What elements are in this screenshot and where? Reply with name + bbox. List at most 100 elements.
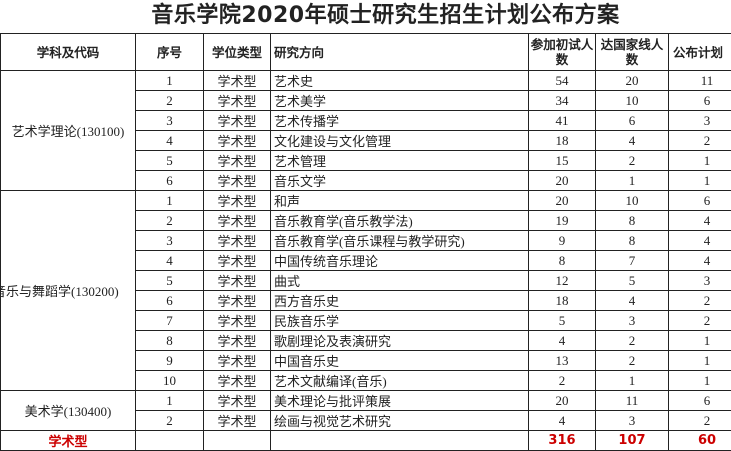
type-cell: 学术型 bbox=[204, 71, 271, 91]
plan-cell: 2 bbox=[669, 411, 731, 431]
no-cell: 1 bbox=[136, 71, 204, 91]
passed-cell: 1 bbox=[596, 171, 669, 191]
applicants-cell: 15 bbox=[529, 151, 596, 171]
passed-cell: 8 bbox=[596, 211, 669, 231]
applicants-cell: 2 bbox=[529, 371, 596, 391]
direction-cell: 音乐文学 bbox=[271, 171, 529, 191]
passed-cell: 4 bbox=[596, 131, 669, 151]
type-cell: 学术型 bbox=[204, 351, 271, 371]
passed-cell: 2 bbox=[596, 351, 669, 371]
no-cell: 6 bbox=[136, 291, 204, 311]
plan-cell: 4 bbox=[669, 231, 731, 251]
no-cell: 9 bbox=[136, 351, 204, 371]
type-cell: 学术型 bbox=[204, 331, 271, 351]
empty-cell bbox=[204, 431, 271, 451]
direction-cell: 曲式 bbox=[271, 271, 529, 291]
type-cell: 学术型 bbox=[204, 91, 271, 111]
direction-cell: 中国音乐史 bbox=[271, 351, 529, 371]
passed-cell: 1 bbox=[596, 371, 669, 391]
plan-cell: 3 bbox=[669, 271, 731, 291]
applicants-cell: 12 bbox=[529, 271, 596, 291]
empty-cell bbox=[136, 431, 204, 451]
header-subject: 学科及代码 bbox=[1, 34, 136, 71]
applicants-cell: 13 bbox=[529, 351, 596, 371]
type-cell: 学术型 bbox=[204, 231, 271, 251]
subject-cell: 美术学(130400) bbox=[1, 391, 136, 431]
direction-cell: 歌剧理论及表演研究 bbox=[271, 331, 529, 351]
plan-cell: 11 bbox=[669, 71, 731, 91]
plan-cell: 6 bbox=[669, 191, 731, 211]
no-cell: 3 bbox=[136, 231, 204, 251]
plan-cell: 1 bbox=[669, 331, 731, 351]
no-cell: 2 bbox=[136, 411, 204, 431]
page-title: 音乐学院2020年硕士研究生招生计划公布方案 bbox=[0, 0, 731, 32]
direction-cell: 民族音乐学 bbox=[271, 311, 529, 331]
type-cell: 学术型 bbox=[204, 291, 271, 311]
applicants-cell: 20 bbox=[529, 391, 596, 411]
plan-cell: 2 bbox=[669, 291, 731, 311]
passed-cell: 2 bbox=[596, 151, 669, 171]
type-cell: 学术型 bbox=[204, 411, 271, 431]
passed-cell: 20 bbox=[596, 71, 669, 91]
plan-cell: 4 bbox=[669, 211, 731, 231]
passed-cell: 10 bbox=[596, 191, 669, 211]
applicants-cell: 34 bbox=[529, 91, 596, 111]
enrollment-table: 学科及代码 序号 学位类型 研究方向 参加初试人数 达国家线人数 公布计划 艺术… bbox=[0, 33, 731, 451]
no-cell: 8 bbox=[136, 331, 204, 351]
direction-cell: 西方音乐史 bbox=[271, 291, 529, 311]
plan-cell: 4 bbox=[669, 251, 731, 271]
total-applicants: 316 bbox=[529, 431, 596, 451]
applicants-cell: 41 bbox=[529, 111, 596, 131]
type-cell: 学术型 bbox=[204, 131, 271, 151]
no-cell: 5 bbox=[136, 271, 204, 291]
direction-cell: 中国传统音乐理论 bbox=[271, 251, 529, 271]
no-cell: 2 bbox=[136, 91, 204, 111]
header-row: 学科及代码 序号 学位类型 研究方向 参加初试人数 达国家线人数 公布计划 bbox=[1, 34, 731, 71]
total-plan: 60 bbox=[669, 431, 731, 451]
passed-cell: 6 bbox=[596, 111, 669, 131]
passed-cell: 3 bbox=[596, 411, 669, 431]
applicants-cell: 8 bbox=[529, 251, 596, 271]
no-cell: 10 bbox=[136, 371, 204, 391]
applicants-cell: 4 bbox=[529, 411, 596, 431]
total-passed: 107 bbox=[596, 431, 669, 451]
plan-cell: 2 bbox=[669, 131, 731, 151]
plan-cell: 1 bbox=[669, 151, 731, 171]
applicants-cell: 18 bbox=[529, 131, 596, 151]
no-cell: 4 bbox=[136, 131, 204, 151]
applicants-cell: 19 bbox=[529, 211, 596, 231]
type-cell: 学术型 bbox=[204, 251, 271, 271]
passed-cell: 10 bbox=[596, 91, 669, 111]
header-no: 序号 bbox=[136, 34, 204, 71]
subject-cell: 艺术学理论(130100) bbox=[1, 71, 136, 191]
type-cell: 学术型 bbox=[204, 391, 271, 411]
applicants-cell: 4 bbox=[529, 331, 596, 351]
type-cell: 学术型 bbox=[204, 111, 271, 131]
total-label: 学术型 bbox=[1, 431, 136, 451]
header-type: 学位类型 bbox=[204, 34, 271, 71]
direction-cell: 和声 bbox=[271, 191, 529, 211]
passed-cell: 2 bbox=[596, 331, 669, 351]
applicants-cell: 9 bbox=[529, 231, 596, 251]
applicants-cell: 5 bbox=[529, 311, 596, 331]
no-cell: 3 bbox=[136, 111, 204, 131]
type-cell: 学术型 bbox=[204, 271, 271, 291]
passed-cell: 3 bbox=[596, 311, 669, 331]
direction-cell: 美术理论与批评策展 bbox=[271, 391, 529, 411]
applicants-cell: 20 bbox=[529, 171, 596, 191]
direction-cell: 艺术史 bbox=[271, 71, 529, 91]
passed-cell: 5 bbox=[596, 271, 669, 291]
no-cell: 6 bbox=[136, 171, 204, 191]
direction-cell: 音乐教育学(音乐教学法) bbox=[271, 211, 529, 231]
header-plan: 公布计划 bbox=[669, 34, 731, 71]
passed-cell: 8 bbox=[596, 231, 669, 251]
plan-cell: 1 bbox=[669, 371, 731, 391]
type-cell: 学术型 bbox=[204, 371, 271, 391]
applicants-cell: 20 bbox=[529, 191, 596, 211]
no-cell: 1 bbox=[136, 191, 204, 211]
no-cell: 7 bbox=[136, 311, 204, 331]
header-direction: 研究方向 bbox=[271, 34, 529, 71]
header-passed: 达国家线人数 bbox=[596, 34, 669, 71]
